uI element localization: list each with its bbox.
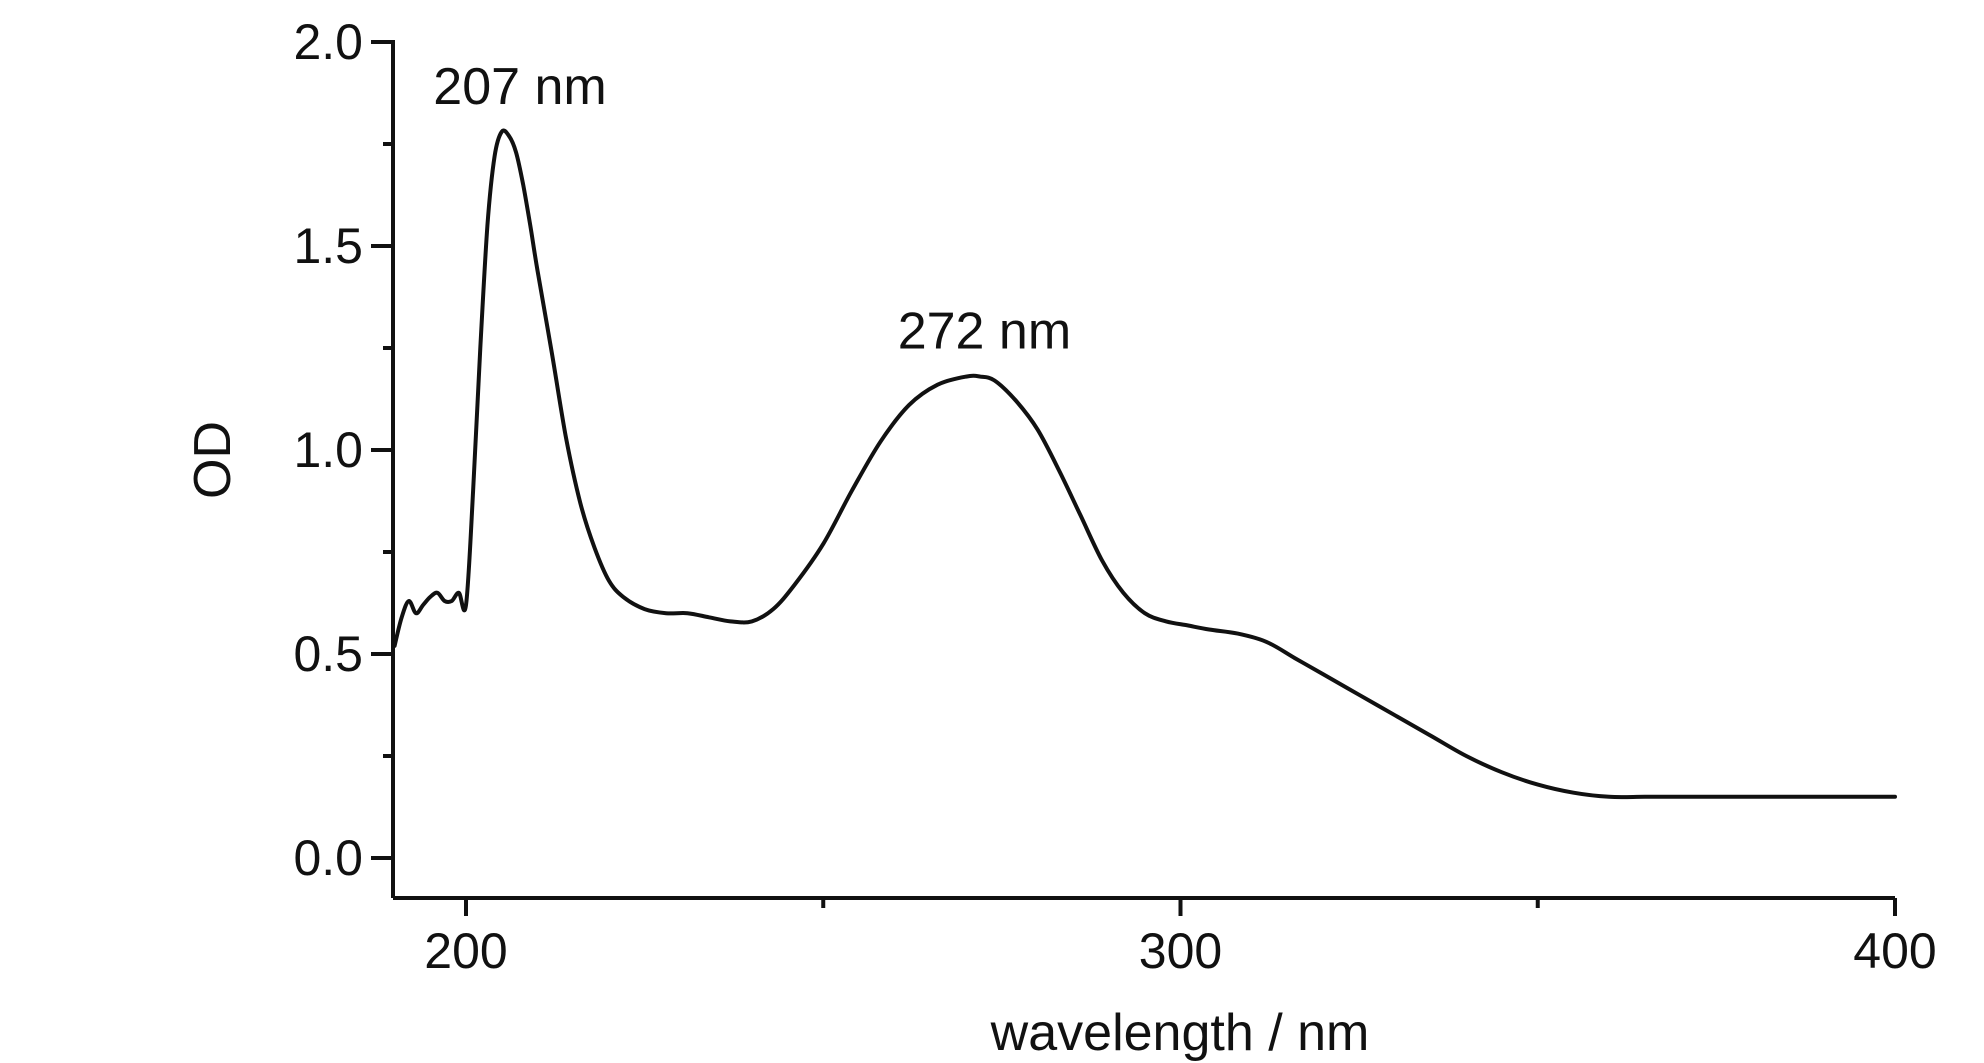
y-tick-label: 1.5 [293, 218, 363, 274]
x-tick-label: 400 [1853, 923, 1936, 979]
y-tick-label: 0.5 [293, 626, 363, 682]
y-tick-label: 2.0 [293, 14, 363, 70]
y-axis-ticks: 0.0 0.5 1.0 1.5 2.0 [293, 14, 393, 886]
y-tick-label: 1.0 [293, 422, 363, 478]
x-tick-label: 300 [1139, 923, 1222, 979]
spectrum-line [392, 128, 1897, 800]
peak-annotations: 207 nm 272 nm [433, 58, 1071, 361]
plot-area: 0.0 0.5 1.0 1.5 2.0 200 300 400 207 nm 272 nm [293, 14, 1936, 979]
y-axis-label: OD [184, 421, 242, 499]
y-tick-label: 0.0 [293, 830, 363, 886]
x-tick-label: 200 [424, 923, 507, 979]
x-axis-ticks: 200 300 400 [424, 898, 1937, 979]
x-axis-label: wavelength / nm [990, 1004, 1370, 1062]
peak-label: 272 nm [898, 303, 1071, 361]
peak-label: 207 nm [433, 58, 606, 116]
